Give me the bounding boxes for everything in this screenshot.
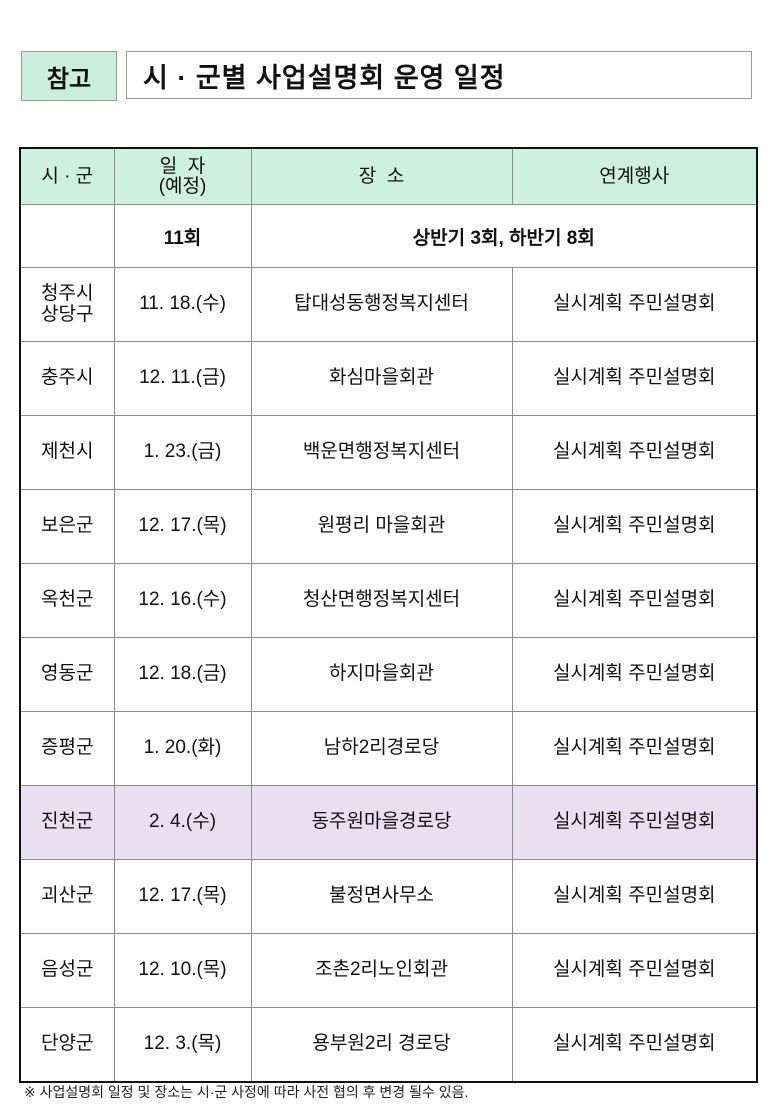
col-place: 장 소 <box>250 147 513 205</box>
cell-date: 12. 17.(목) <box>113 859 252 934</box>
cell-event: 실시계획 주민설명회 <box>511 1007 758 1083</box>
cell-place: 청산면행정복지센터 <box>250 563 513 638</box>
col-event: 연계행사 <box>511 147 758 205</box>
cell-place: 남하2리경로당 <box>250 711 513 786</box>
cell-date: 12. 17.(목) <box>113 489 252 564</box>
cell-date: 1. 23.(금) <box>113 415 252 490</box>
cell-date: 12. 16.(수) <box>113 563 252 638</box>
cell-city: 제천시 <box>19 415 115 490</box>
cell-city: 보은군 <box>19 489 115 564</box>
cell-city: 괴산군 <box>19 859 115 934</box>
cell-date: 12. 11.(금) <box>113 341 252 416</box>
cell-place: 용부원2리 경로당 <box>250 1007 513 1083</box>
cell-date: 12. 10.(목) <box>113 933 252 1008</box>
cell-event: 실시계획 주민설명회 <box>511 341 758 416</box>
table-row: 증평군 1. 20.(화) 남하2리경로당 실시계획 주민설명회 <box>19 711 758 786</box>
cell-date: 11. 18.(수) <box>113 267 252 342</box>
cell-date: 1. 20.(화) <box>113 711 252 786</box>
cell-city: 증평군 <box>19 711 115 786</box>
cell-event: 실시계획 주민설명회 <box>511 563 758 638</box>
cell-city: 진천군 <box>19 785 115 860</box>
table-row: 괴산군 12. 17.(목) 불정면사무소 실시계획 주민설명회 <box>19 859 758 934</box>
summary-detail: 상반기 3회, 하반기 8회 <box>250 204 758 268</box>
col-city: 시 · 군 <box>19 147 115 205</box>
cell-event: 실시계획 주민설명회 <box>511 785 758 860</box>
cell-city: 단양군 <box>19 1007 115 1083</box>
cell-city: 영동군 <box>19 637 115 712</box>
cell-event: 실시계획 주민설명회 <box>511 415 758 490</box>
footnote: ※ 사업설명회 일정 및 장소는 시·군 사정에 따라 사전 협의 후 변경 될… <box>24 1084 469 1100</box>
cell-place: 화심마을회관 <box>250 341 513 416</box>
cell-place: 동주원마을경로당 <box>250 785 513 860</box>
table-row: 음성군 12. 10.(목) 조촌2리노인회관 실시계획 주민설명회 <box>19 933 758 1008</box>
table-row: 영동군 12. 18.(금) 하지마을회관 실시계획 주민설명회 <box>19 637 758 712</box>
cell-event: 실시계획 주민설명회 <box>511 711 758 786</box>
cell-city: 충주시 <box>19 341 115 416</box>
cell-place: 탑대성동행정복지센터 <box>250 267 513 342</box>
table-row: 청주시 상당구 11. 18.(수) 탑대성동행정복지센터 실시계획 주민설명회 <box>19 267 758 342</box>
summary-count: 11회 <box>113 204 252 268</box>
table-header-row: 시 · 군 일 자 (예정) 장 소 연계행사 <box>19 147 758 205</box>
cell-place: 백운면행정복지센터 <box>250 415 513 490</box>
cell-place: 불정면사무소 <box>250 859 513 934</box>
table-row: 보은군 12. 17.(목) 원평리 마을회관 실시계획 주민설명회 <box>19 489 758 564</box>
city-line1: 청주시 <box>41 282 94 304</box>
cell-event: 실시계획 주민설명회 <box>511 933 758 1008</box>
table-row: 진천군 2. 4.(수) 동주원마을경로당 실시계획 주민설명회 <box>19 785 758 860</box>
summary-empty <box>19 204 115 268</box>
cell-city: 음성군 <box>19 933 115 1008</box>
cell-place: 원평리 마을회관 <box>250 489 513 564</box>
cell-event: 실시계획 주민설명회 <box>511 637 758 712</box>
cell-event: 실시계획 주민설명회 <box>511 859 758 934</box>
cell-date: 12. 18.(금) <box>113 637 252 712</box>
table-row: 단양군 12. 3.(목) 용부원2리 경로당 실시계획 주민설명회 <box>19 1007 758 1083</box>
cell-event: 실시계획 주민설명회 <box>511 267 758 342</box>
cell-event: 실시계획 주민설명회 <box>511 489 758 564</box>
reference-tag: 참고 <box>21 51 117 101</box>
cell-date: 12. 3.(목) <box>113 1007 252 1083</box>
col-date-line2: (예정) <box>158 175 207 197</box>
cell-place: 조촌2리노인회관 <box>250 933 513 1008</box>
page-title: 시 · 군별 사업설명회 운영 일정 <box>126 51 752 99</box>
cell-place: 하지마을회관 <box>250 637 513 712</box>
city-line2: 상당구 <box>41 303 94 325</box>
table-row: 옥천군 12. 16.(수) 청산면행정복지센터 실시계획 주민설명회 <box>19 563 758 638</box>
schedule-table: 시 · 군 일 자 (예정) 장 소 연계행사 11회 상반기 3회, 하반기 8… <box>19 147 758 1083</box>
cell-date: 2. 4.(수) <box>113 785 252 860</box>
col-date-line1: 일 자 <box>159 155 206 177</box>
col-date: 일 자 (예정) <box>113 147 252 205</box>
cell-city: 옥천군 <box>19 563 115 638</box>
table-row: 충주시 12. 11.(금) 화심마을회관 실시계획 주민설명회 <box>19 341 758 416</box>
table-row: 제천시 1. 23.(금) 백운면행정복지센터 실시계획 주민설명회 <box>19 415 758 490</box>
cell-city: 청주시 상당구 <box>19 267 115 342</box>
summary-row: 11회 상반기 3회, 하반기 8회 <box>19 204 758 268</box>
